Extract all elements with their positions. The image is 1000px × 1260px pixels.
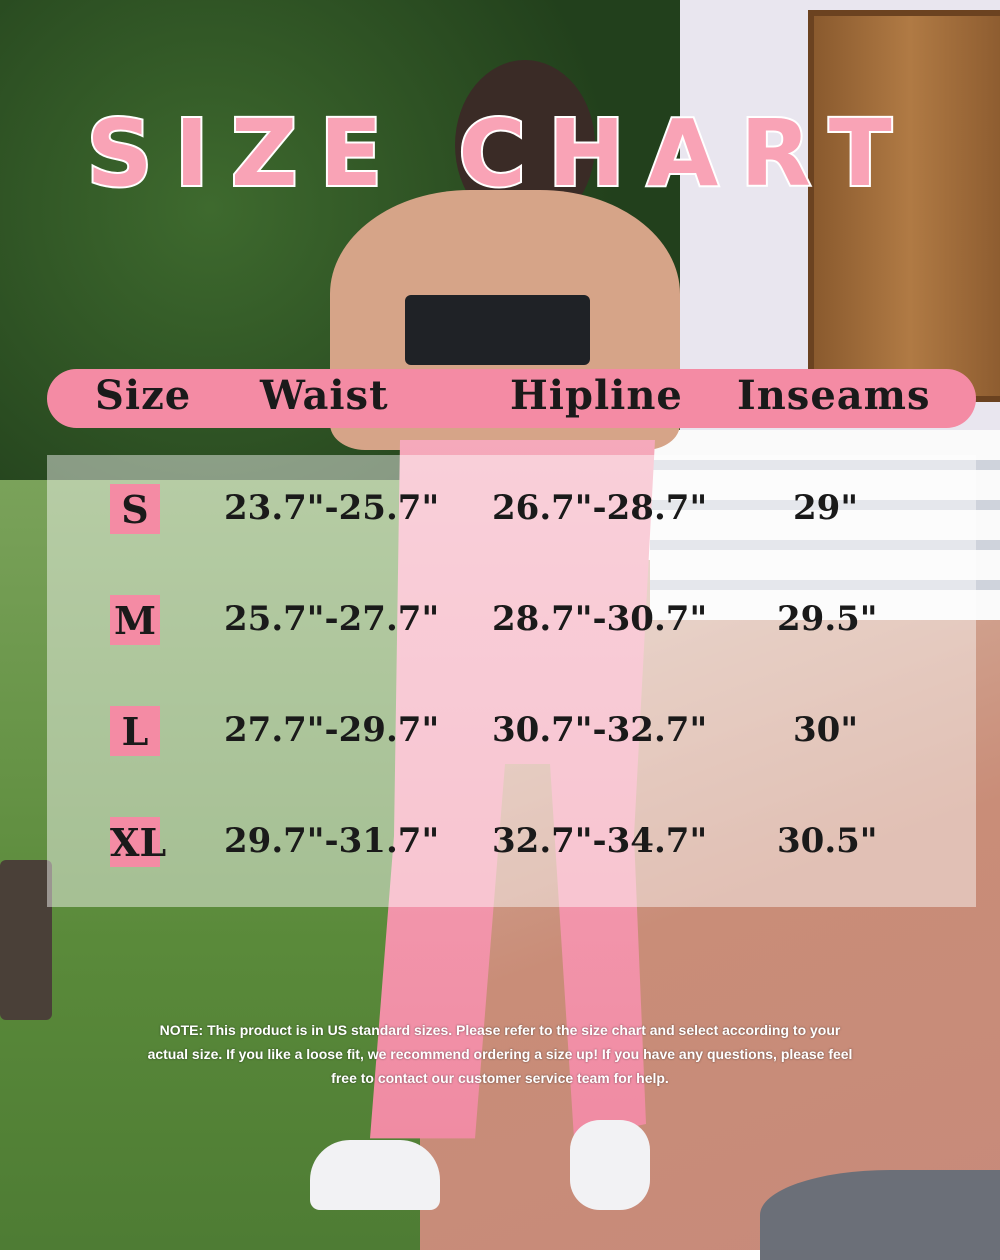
bench: [650, 430, 1000, 620]
inseams-value: 29": [793, 488, 859, 528]
gravel: [760, 1170, 1000, 1260]
size-badge: S: [110, 484, 160, 534]
waist-value: 25.7"-27.7": [224, 599, 440, 639]
header-waist: Waist: [260, 372, 389, 419]
table-row: L 27.7"-29.7" 30.7"-32.7" 30": [0, 706, 1000, 766]
waist-value: 23.7"-25.7": [224, 488, 440, 528]
table-row: S 23.7"-25.7" 26.7"-28.7" 29": [0, 484, 1000, 544]
hipline-value: 28.7"-30.7": [492, 599, 708, 639]
table-row: XL 29.7"-31.7" 32.7"-34.7" 30.5": [0, 817, 1000, 877]
size-badge: M: [110, 595, 160, 645]
table-panel: [47, 455, 976, 907]
table-header: Size Waist Hipline Inseams: [47, 369, 976, 428]
model-top: [405, 295, 590, 365]
page-title: SIZE CHART: [84, 98, 914, 209]
header-inseams: Inseams: [737, 372, 931, 419]
wooden-door: [808, 10, 1000, 402]
waist-value: 27.7"-29.7": [224, 710, 440, 750]
header-hipline: Hipline: [510, 372, 683, 419]
size-badge: XL: [110, 817, 166, 867]
waist-value: 29.7"-31.7": [224, 821, 440, 861]
table-row: M 25.7"-27.7" 28.7"-30.7" 29.5": [0, 595, 1000, 655]
size-badge: L: [110, 706, 160, 756]
header-size: Size: [95, 372, 192, 419]
speaker: [0, 860, 52, 1020]
shoe-left: [310, 1140, 440, 1210]
shoe-right: [570, 1120, 650, 1210]
hipline-value: 26.7"-28.7": [492, 488, 708, 528]
size-note: NOTE: This product is in US standard siz…: [147, 1022, 853, 1086]
inseams-value: 29.5": [777, 599, 878, 639]
inseams-value: 30": [793, 710, 859, 750]
inseams-value: 30.5": [777, 821, 878, 861]
hipline-value: 30.7"-32.7": [492, 710, 708, 750]
hipline-value: 32.7"-34.7": [492, 821, 708, 861]
